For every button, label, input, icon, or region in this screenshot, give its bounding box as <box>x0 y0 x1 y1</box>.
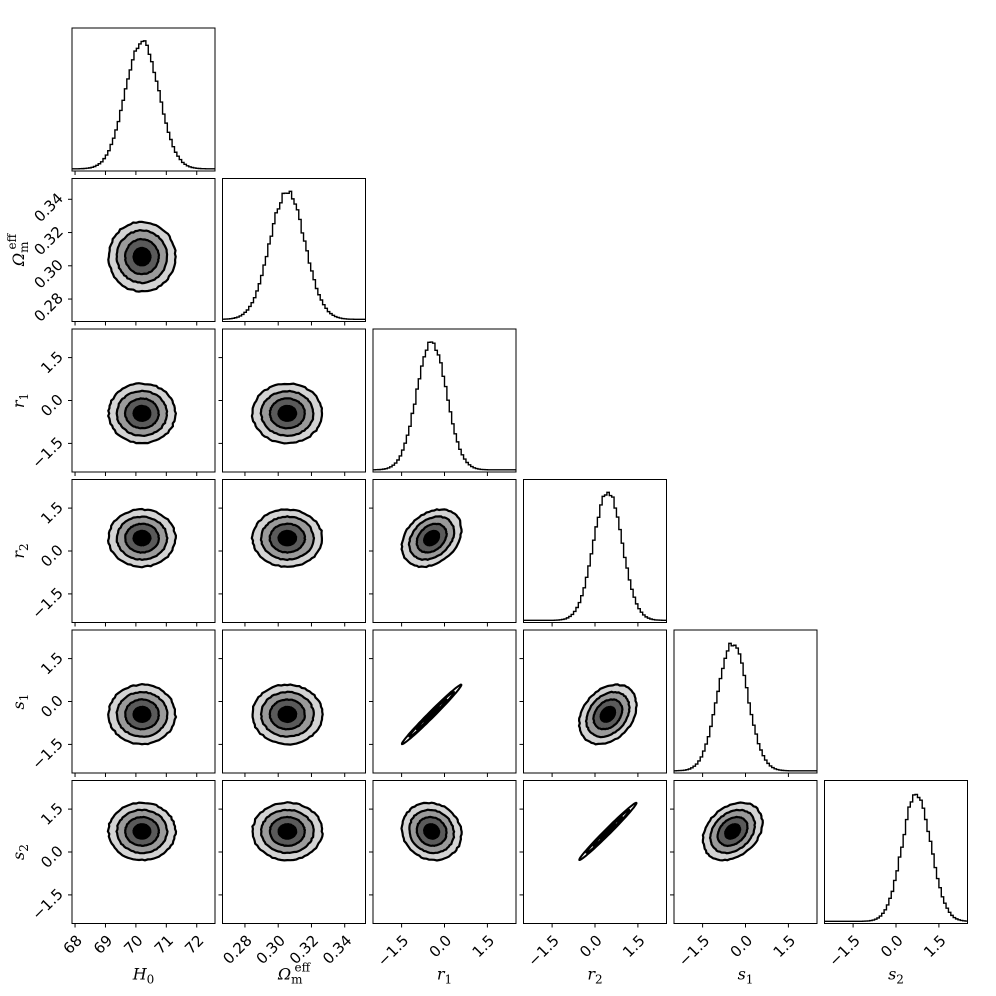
histogram-H0 <box>72 40 215 170</box>
x-tick-label-Om: 0.30 <box>253 932 289 968</box>
y-tick-label-r1: −1.5 <box>28 434 66 472</box>
panel-H0-r2: −1.5 0.0 1.5 r2 <box>9 479 216 627</box>
contour-r2-s2-level-3 <box>599 823 616 840</box>
panel-s1-s1 <box>673 629 818 777</box>
x-axis-label-r2: r2 <box>587 965 602 987</box>
x-tick-label-s1: 0.0 <box>727 932 757 962</box>
panel-frame <box>673 629 818 774</box>
panel-s1-s2: −1.5 0.0 1.5 s1 <box>670 780 818 987</box>
x-axis-label-s1: s1 <box>738 965 754 987</box>
y-tick-label-r2: −1.5 <box>28 584 66 622</box>
y-tick-label-s2: 1.5 <box>37 799 67 829</box>
panel-frame <box>71 178 216 322</box>
histogram-s2 <box>824 793 968 923</box>
y-tick-label-s1: 1.5 <box>37 649 67 679</box>
panel-r2-s1 <box>519 629 667 777</box>
contour-Om-r2-level-3 <box>277 529 298 547</box>
x-tick-label-s2: 1.5 <box>920 932 950 962</box>
y-tick-label-r2: 0.0 <box>37 541 67 571</box>
x-tick-label-H0: 70 <box>120 932 146 958</box>
panel-Om-s1 <box>218 629 366 777</box>
panel-r1-r1 <box>372 328 517 476</box>
contour-H0-s2-level-3 <box>132 823 152 840</box>
contour-r1-s1-level-3 <box>423 705 441 723</box>
y-axis-label-Om: Ωmeff <box>5 232 31 267</box>
contour-H0-s1-level-3 <box>132 705 152 724</box>
x-tick-label-H0: 68 <box>60 932 86 958</box>
panel-frame <box>222 178 366 322</box>
panel-r2-r2 <box>523 479 667 627</box>
histogram-r1 <box>373 341 516 471</box>
x-tick-label-H0: 69 <box>90 932 116 958</box>
panel-frame <box>523 479 667 623</box>
panel-frame <box>372 328 517 473</box>
panel-H0-r1: −1.5 0.0 1.5 r1 <box>9 328 216 476</box>
y-tick-label-s2: 0.0 <box>37 842 67 872</box>
x-tick-label-r1: 0.0 <box>426 932 456 962</box>
panel-frame <box>71 27 216 172</box>
panel-H0-H0 <box>71 27 216 175</box>
panel-H0-s2: 68 69 70 71 72 H0 −1.5 0.0 1.5 s2 <box>9 780 216 987</box>
x-axis-label-s2: s2 <box>888 965 904 987</box>
y-tick-label-Om: 0.32 <box>30 223 66 259</box>
x-tick-label-r1: −1.5 <box>374 932 412 970</box>
contour-Om-s1-level-3 <box>277 705 298 724</box>
y-tick-label-Om: 0.34 <box>30 189 66 225</box>
contour-r1-s2-level-3 <box>422 823 441 840</box>
panel-s2-s2: −1.5 0.0 1.5 s2 <box>824 780 968 987</box>
panel-frame <box>824 780 968 924</box>
x-axis-label-H0: H0 <box>132 965 155 987</box>
x-tick-label-H0: 72 <box>181 932 207 958</box>
y-tick-label-Om: 0.30 <box>30 256 66 292</box>
x-tick-label-s1: 1.5 <box>770 932 800 962</box>
histogram-Om <box>222 190 366 321</box>
panel-r2-s2: −1.5 0.0 1.5 r2 <box>519 780 667 987</box>
contour-r1-r2-level-3 <box>422 529 441 547</box>
panel-r1-r2 <box>369 479 517 627</box>
x-tick-label-s2: 0.0 <box>877 932 907 962</box>
y-tick-label-r1: 1.5 <box>37 348 67 378</box>
contour-H0-r1-level-3 <box>132 404 152 423</box>
x-tick-label-r1: 1.5 <box>469 932 499 962</box>
panel-Om-Om <box>222 178 366 326</box>
panel-Om-r2 <box>218 479 366 627</box>
contour-s1-s2-level-3 <box>724 823 742 840</box>
x-tick-label-Om: 0.34 <box>319 932 355 968</box>
x-tick-label-r2: −1.5 <box>524 932 562 970</box>
y-tick-label-r2: 1.5 <box>37 498 67 528</box>
y-tick-label-s2: −1.5 <box>28 885 66 923</box>
contour-H0-r2-level-3 <box>132 529 152 547</box>
y-tick-label-Om: 0.28 <box>30 289 66 325</box>
histogram-s1 <box>674 642 817 772</box>
histogram-r2 <box>523 491 667 622</box>
y-axis-label-s2: s2 <box>9 844 31 860</box>
y-tick-label-s1: 0.0 <box>37 692 67 722</box>
y-tick-label-s1: −1.5 <box>28 735 66 773</box>
x-tick-label-H0: 71 <box>151 932 177 958</box>
x-tick-label-r2: 1.5 <box>619 932 649 962</box>
y-axis-label-r2: r2 <box>9 543 31 558</box>
contour-H0-Om-level-3 <box>132 246 152 267</box>
y-axis-label-s1: s1 <box>9 694 31 710</box>
x-axis-label-Om: Ωmeff <box>277 961 312 987</box>
x-tick-label-s1: −1.5 <box>675 932 713 970</box>
y-axis-label-r1: r1 <box>9 393 31 408</box>
x-tick-label-s2: −1.5 <box>825 932 863 970</box>
contour-r2-s1-level-3 <box>599 705 617 723</box>
panel-H0-s1: −1.5 0.0 1.5 s1 <box>9 629 216 777</box>
x-tick-label-Om: 0.28 <box>219 932 255 968</box>
x-axis-label-r1: r1 <box>437 965 452 987</box>
panel-H0-Om: 0.280.300.320.34 Ωmeff <box>5 178 216 326</box>
x-tick-label-r2: 0.0 <box>576 932 606 962</box>
contour-Om-s2-level-3 <box>277 822 298 840</box>
panel-r1-s2: −1.5 0.0 1.5 r1 <box>369 780 517 987</box>
panel-Om-r1 <box>218 328 366 476</box>
panel-frame <box>523 780 667 924</box>
y-tick-label-r1: 0.0 <box>37 391 67 421</box>
contour-Om-r1-level-3 <box>277 404 298 422</box>
panel-r1-s1 <box>369 629 517 777</box>
